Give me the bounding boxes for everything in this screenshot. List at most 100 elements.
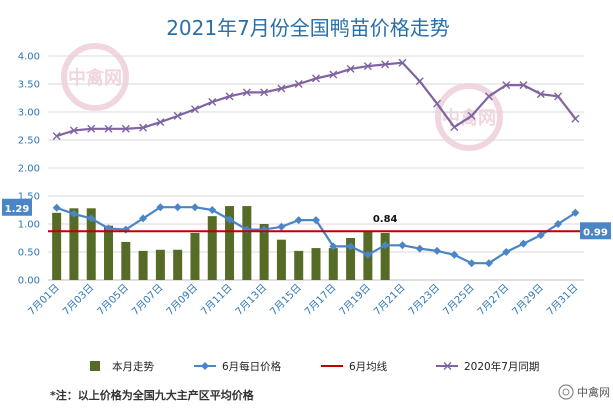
point-marker — [52, 203, 61, 212]
bar — [138, 250, 148, 280]
point-marker — [484, 92, 493, 101]
point-marker — [381, 241, 390, 250]
point-marker — [571, 114, 580, 123]
data-label: 0.84 — [373, 214, 398, 225]
legend-swatch — [90, 361, 100, 371]
x-tick-label: 7月19日 — [337, 282, 373, 318]
point-marker — [571, 208, 580, 217]
x-tick-label: 7月01日 — [26, 282, 62, 318]
point-marker — [415, 77, 424, 86]
bar — [173, 249, 183, 280]
y-axis: 0.00 0.50 1.00 1.50 2.00 2.50 3.00 3.50 4.00 — [18, 52, 40, 287]
point-marker — [52, 132, 61, 141]
point-marker — [69, 126, 78, 135]
legend: 本月走势 6月每日价格 6月均线 2020年7月同期 — [90, 360, 539, 373]
x-tick-label: 7月17日 — [302, 282, 338, 318]
point-marker — [156, 203, 165, 212]
point-marker — [277, 84, 286, 93]
bar — [242, 206, 252, 280]
x-tick-label: 7月05日 — [95, 282, 131, 318]
legend-marker — [201, 362, 209, 370]
bar — [69, 208, 79, 280]
point-marker — [554, 92, 563, 101]
point-marker — [190, 203, 199, 212]
bar — [86, 208, 96, 280]
bar — [346, 238, 356, 280]
point-marker — [294, 80, 303, 88]
y-tick-label: 0.50 — [18, 248, 40, 259]
legend-label: 6月每日价格 — [222, 360, 282, 373]
point-marker — [433, 246, 442, 255]
point-marker — [519, 239, 528, 248]
point-marker — [225, 92, 234, 101]
bar — [259, 224, 269, 280]
point-marker — [363, 250, 372, 259]
point-marker — [467, 111, 476, 120]
watermark-text: 中禽网 — [68, 67, 122, 89]
point-marker — [502, 248, 511, 256]
bar — [311, 248, 321, 280]
x-tick-label: 7月27日 — [475, 282, 511, 318]
point-marker — [450, 123, 459, 132]
x-tick-label: 7月25日 — [441, 282, 477, 318]
y-tick-label: 2.50 — [18, 136, 40, 147]
footnote: *注：以上价格为全国九大主产区平均价格 — [50, 388, 255, 402]
point-marker — [139, 123, 148, 132]
data-label: 0.99 — [583, 227, 608, 238]
point-marker — [190, 105, 199, 114]
point-marker — [121, 124, 130, 133]
point-marker — [173, 203, 182, 212]
y-tick-label: 3.00 — [18, 108, 40, 119]
y-tick-label: 2.00 — [18, 164, 40, 175]
x-tick-label: 7月11日 — [199, 282, 235, 318]
point-marker — [363, 62, 372, 71]
point-marker — [536, 90, 545, 99]
x-tick-label: 7月29日 — [510, 282, 546, 318]
point-marker — [519, 81, 528, 90]
brand-logo-icon — [558, 384, 574, 400]
y-tick-label: 0.00 — [18, 276, 40, 287]
bar — [190, 232, 200, 280]
point-marker — [329, 242, 338, 251]
brand-name: 中禽网 — [577, 385, 610, 399]
line-series — [48, 58, 584, 268]
y-tick-label: 1.00 — [18, 220, 40, 231]
x-tick-label: 7月31日 — [544, 282, 580, 318]
y-tick-label: 1.50 — [18, 192, 40, 203]
point-marker — [139, 214, 148, 223]
bar — [380, 232, 390, 280]
x-tick-label: 7月09日 — [164, 282, 200, 318]
y-tick-label: 4.00 — [18, 52, 40, 63]
data-label: 1.29 — [5, 204, 30, 215]
data-label-box — [580, 222, 611, 240]
x-tick-label: 7月03日 — [60, 282, 96, 318]
data-label-box — [2, 198, 32, 216]
point-marker — [329, 70, 338, 79]
point-marker — [156, 118, 165, 127]
point-marker — [398, 241, 407, 250]
point-marker — [104, 124, 113, 133]
brand-mark: 中禽网 — [558, 384, 610, 400]
legend-label: 2020年7月同期 — [464, 360, 539, 373]
bar — [276, 239, 286, 280]
bar — [207, 216, 217, 280]
point-marker — [398, 58, 407, 67]
point-marker — [242, 88, 251, 97]
point-marker — [260, 88, 269, 97]
point-marker — [312, 74, 320, 83]
x-tick-label: 7月23日 — [406, 282, 442, 318]
data-labels: 1.29 0.84 0.99 — [2, 198, 611, 240]
point-marker — [381, 60, 390, 69]
point-marker — [415, 244, 424, 253]
point-marker — [173, 111, 182, 120]
point-marker — [450, 250, 459, 259]
point-marker — [208, 97, 217, 106]
point-marker — [87, 214, 96, 223]
point-marker — [554, 220, 563, 228]
point-marker — [277, 222, 286, 231]
point-marker — [346, 64, 355, 73]
bar — [121, 241, 131, 280]
bar — [52, 212, 62, 280]
point-marker — [467, 259, 476, 268]
bar-series — [52, 206, 390, 280]
